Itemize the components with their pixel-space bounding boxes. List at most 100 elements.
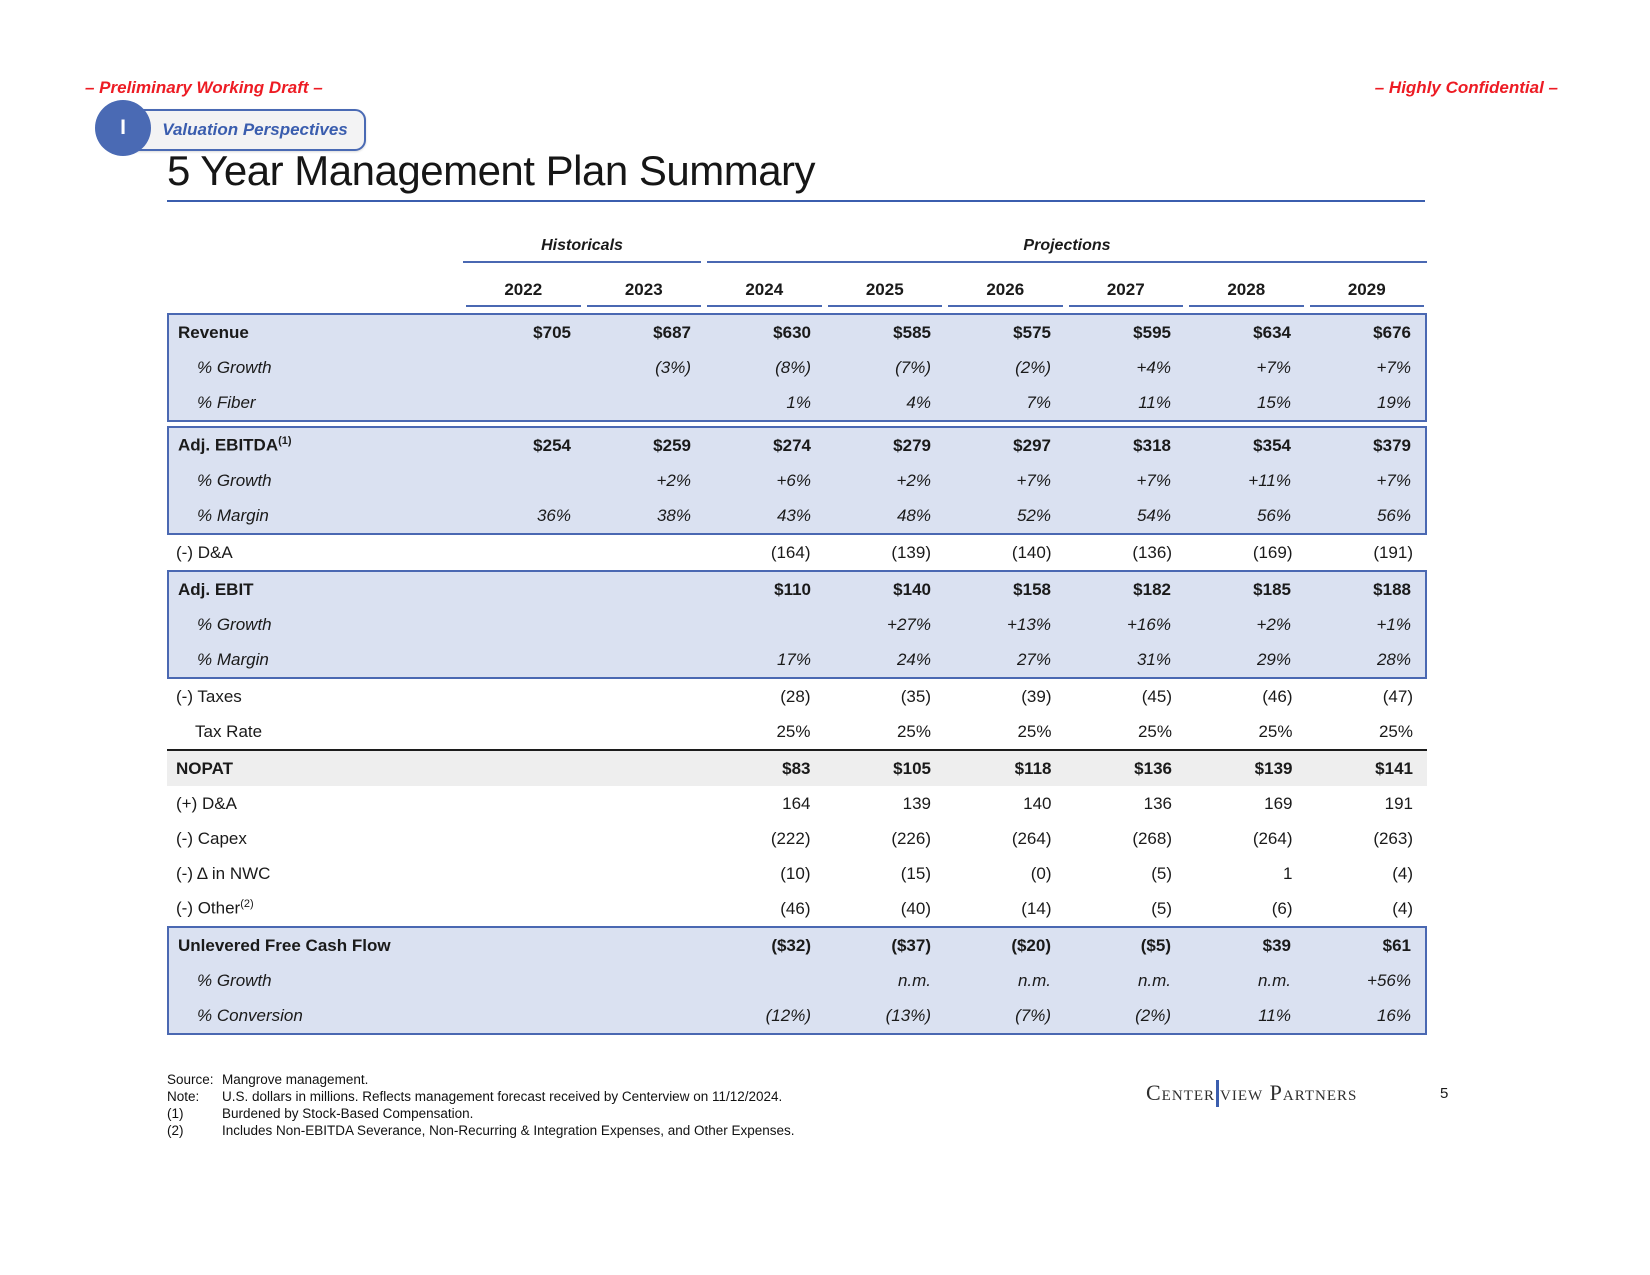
cell-value: (136) xyxy=(1132,542,1172,562)
table-section-blue: Unlevered Free Cash Flow ($32) ($37) ($20) (… xyxy=(167,926,1427,1035)
table-row: (-) Δ in NWC (10) (15) (0) (5) 1 (4) xyxy=(167,856,1427,891)
cell-value: 56% xyxy=(1376,505,1411,525)
year-header: 2028 xyxy=(1189,280,1304,307)
group-historicals: Historicals xyxy=(463,237,701,263)
footnote-key: Source: xyxy=(167,1072,214,1087)
cell-value: $61 xyxy=(1382,935,1411,955)
row-label: Adj. EBIT xyxy=(178,579,254,599)
table-row: % Growth (3%) (8%) (7%) (2%) +4% +7% +7% xyxy=(169,350,1425,385)
management-plan-table: Historicals Projections 2022 2023 2024 2025… xyxy=(167,233,1427,1035)
row-label: % Fiber xyxy=(197,392,256,412)
cell-value: 15% xyxy=(1256,392,1291,412)
cell-value: (222) xyxy=(770,828,811,848)
cell-value: (263) xyxy=(1373,828,1413,848)
footnote-text: Includes Non-EBITDA Severance, Non-Recur… xyxy=(222,1123,795,1138)
cell-value: $136 xyxy=(1134,758,1172,778)
row-label: Unlevered Free Cash Flow xyxy=(178,935,391,955)
table-row: % Margin 36% 38% 43% 48% 52% 54% 56% 56% xyxy=(169,498,1425,533)
cell-value: $687 xyxy=(653,322,691,342)
cell-value: +2% xyxy=(656,470,692,490)
row-label: (-) Capex xyxy=(176,828,247,848)
cell-value: 27% xyxy=(1016,649,1051,669)
cell-value: 7% xyxy=(1026,392,1051,412)
cell-value: n.m. xyxy=(897,970,931,990)
cell-value: $297 xyxy=(1013,435,1051,455)
cell-value: +16% xyxy=(1127,614,1171,634)
cell-value: ($20) xyxy=(1011,935,1051,955)
cell-value: $141 xyxy=(1375,758,1413,778)
cell-value: +13% xyxy=(1007,614,1051,634)
cell-value: $139 xyxy=(1254,758,1293,778)
table-row: Adj. EBIT $110 $140 $158 $182 $185 $188 xyxy=(169,572,1425,607)
table-section-plain: (-) Taxes (28) (35) (39) (45) (46) (47) Tax Rat… xyxy=(167,679,1427,749)
table-section-gray: NOPAT $83 $105 $118 $136 $139 $141 xyxy=(167,749,1427,786)
cell-value: (7%) xyxy=(895,357,931,377)
cell-value: (45) xyxy=(1141,686,1172,706)
cell-value: $158 xyxy=(1013,579,1051,599)
cell-value: +11% xyxy=(1248,470,1291,490)
cell-value: $279 xyxy=(893,435,931,455)
cell-value: $274 xyxy=(773,435,811,455)
cell-value: 56% xyxy=(1256,505,1291,525)
row-label: % Growth xyxy=(197,357,272,377)
row-label: (-) Other(2) xyxy=(176,898,254,918)
cell-value: (264) xyxy=(1011,828,1052,848)
year-header: 2024 xyxy=(707,280,822,307)
cell-value: $105 xyxy=(893,758,931,778)
cell-value: (14) xyxy=(1021,898,1052,918)
cell-value: 24% xyxy=(896,649,931,669)
cell-value: 16% xyxy=(1376,1005,1411,1025)
cell-value: $634 xyxy=(1253,322,1291,342)
cell-value: 43% xyxy=(776,505,811,525)
table-row: Adj. EBITDA(1) $254 $259 $274 $279 $297 $318 $3… xyxy=(169,428,1425,463)
footnotes: Source: Mangrove management. Note: U.S. dol… xyxy=(167,1071,795,1139)
cell-value: (12%) xyxy=(765,1005,811,1025)
year-header: 2026 xyxy=(948,280,1063,307)
table-row: Tax Rate 25% 25% 25% 25% 25% 25% xyxy=(167,714,1427,749)
cell-value: $39 xyxy=(1262,935,1291,955)
cell-value: (268) xyxy=(1132,828,1172,848)
cell-value: $185 xyxy=(1253,579,1291,599)
cell-value: 54% xyxy=(1136,505,1171,525)
footnote-text: Mangrove management. xyxy=(222,1072,369,1087)
cell-value: 38% xyxy=(656,505,691,525)
cell-value: (139) xyxy=(891,542,931,562)
cell-value: (35) xyxy=(900,686,931,706)
cell-value: $318 xyxy=(1133,435,1171,455)
cell-value: 25% xyxy=(1017,721,1052,741)
year-header: 2022 xyxy=(466,280,581,307)
cell-value: (2%) xyxy=(1015,357,1051,377)
group-projections: Projections xyxy=(707,237,1427,263)
table-row: % Growth +27% +13% +16% +2% +1% xyxy=(169,607,1425,642)
cell-value: (28) xyxy=(780,686,811,706)
table-row: % Growth +2% +6% +2% +7% +7% +11% +7% xyxy=(169,463,1425,498)
table-row: NOPAT $83 $105 $118 $136 $139 $141 xyxy=(167,751,1427,786)
highly-confidential-label: – Highly Confidential – xyxy=(1374,78,1558,97)
cell-value: +2% xyxy=(896,470,932,490)
logo-divider-bar xyxy=(1216,1080,1219,1107)
cell-value: (47) xyxy=(1382,686,1413,706)
cell-value: 11% xyxy=(1258,1005,1291,1025)
cell-value: (46) xyxy=(780,898,811,918)
footnote-line: Source: Mangrove management. xyxy=(167,1071,795,1088)
logo-text-right: view Partners xyxy=(1220,1080,1358,1105)
cell-value: n.m. xyxy=(1137,970,1171,990)
cell-value: (6) xyxy=(1271,898,1293,918)
cell-value: ($37) xyxy=(891,935,931,955)
footnote-text: Burdened by Stock-Based Compensation. xyxy=(222,1106,474,1121)
footnote-key: (1) xyxy=(167,1106,184,1121)
cell-value: (40) xyxy=(900,898,931,918)
cell-value: 19% xyxy=(1376,392,1411,412)
year-header: 2023 xyxy=(586,280,701,307)
cell-value: +7% xyxy=(1376,357,1412,377)
cell-value: +4% xyxy=(1136,357,1172,377)
cell-value: (0) xyxy=(1030,863,1052,883)
row-label: % Conversion xyxy=(197,1005,303,1025)
cell-value: (169) xyxy=(1252,542,1293,562)
year-header: 2025 xyxy=(827,280,942,307)
cell-value: $254 xyxy=(533,435,571,455)
row-label: % Growth xyxy=(197,470,272,490)
cell-value: $140 xyxy=(893,579,931,599)
cell-value: (10) xyxy=(780,863,811,883)
cell-value: 4% xyxy=(906,392,931,412)
